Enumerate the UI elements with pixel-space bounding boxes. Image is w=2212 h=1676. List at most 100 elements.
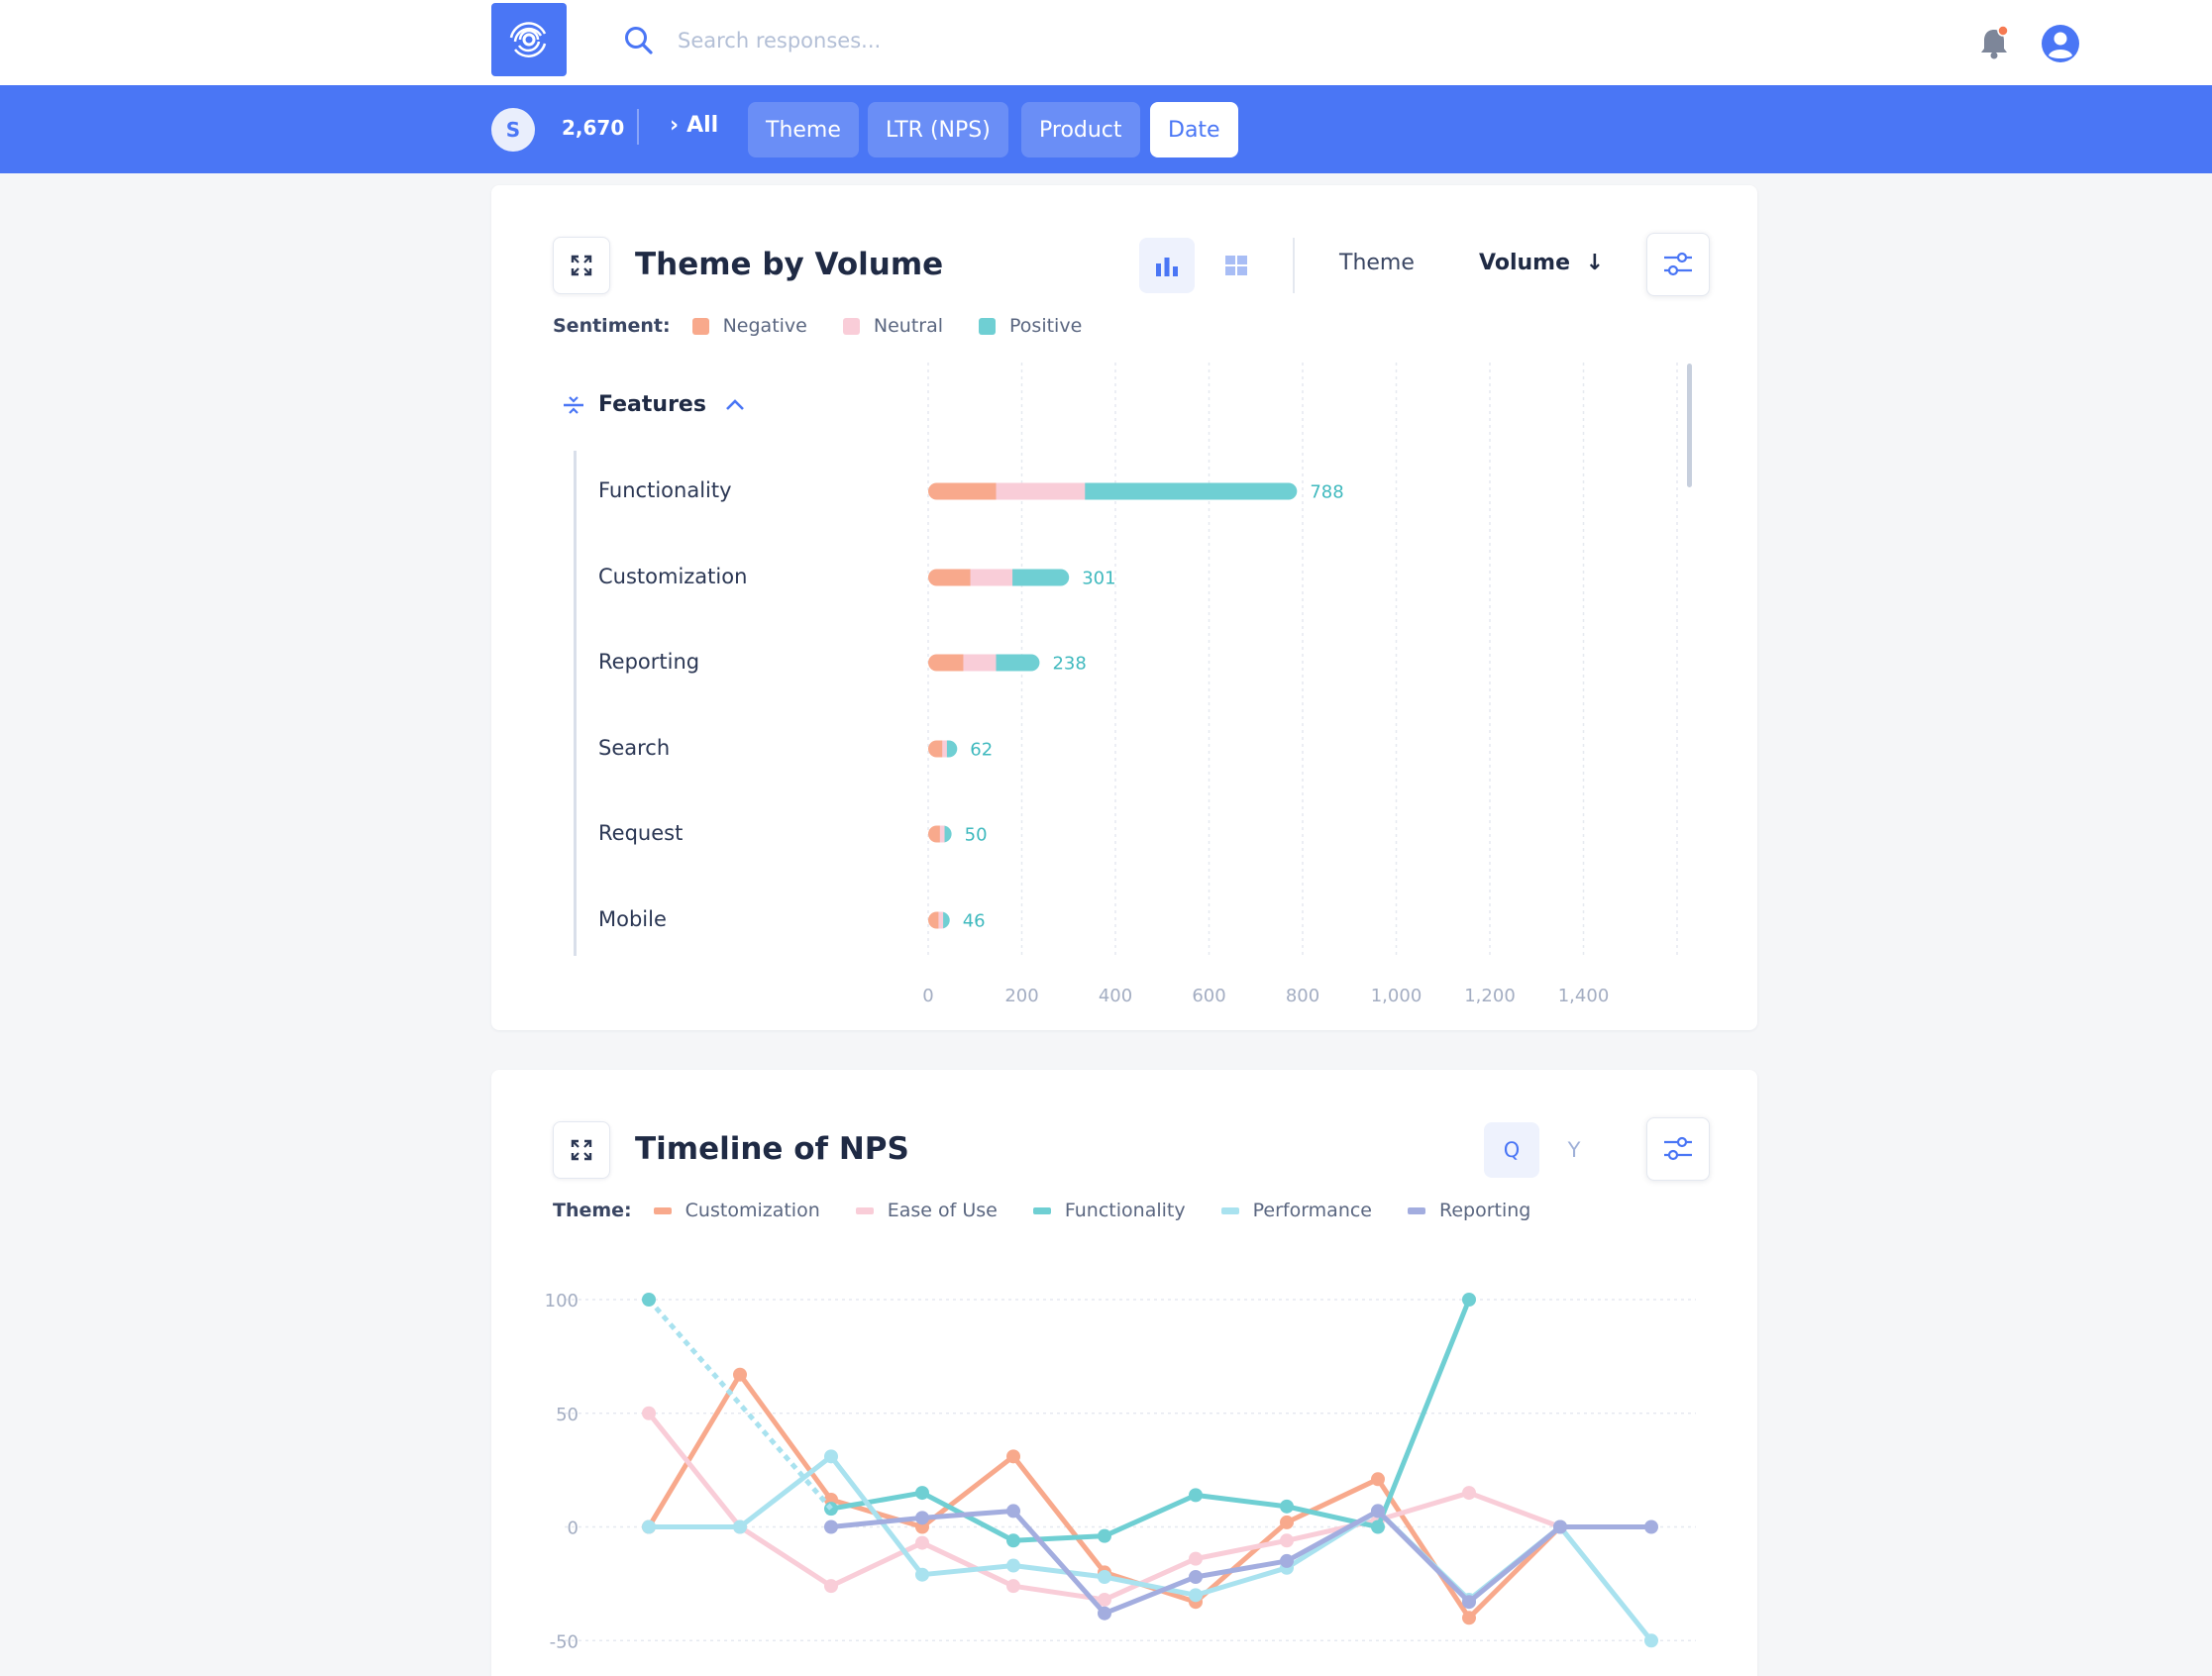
x-tick-label: 0 [922, 986, 933, 1006]
theme-row-label[interactable]: Mobile [598, 907, 667, 931]
bar-value-label: 301 [1082, 569, 1115, 589]
group-header-features[interactable]: Features [563, 392, 746, 417]
filter-chip-product[interactable]: Product [1021, 102, 1140, 157]
legend-ease-of-use[interactable]: Ease of Use [855, 1200, 998, 1221]
data-point [1644, 1519, 1658, 1534]
bar-segment-negative [928, 569, 972, 586]
bell-icon[interactable] [1977, 24, 2011, 61]
x-tick-label: 400 [1099, 986, 1132, 1006]
data-point [1098, 1528, 1111, 1543]
sort-by-theme[interactable]: Theme [1339, 251, 1415, 275]
period-year-button[interactable]: Y [1567, 1138, 1581, 1162]
theme-row-label[interactable]: Reporting [598, 650, 700, 674]
expand-button[interactable] [553, 237, 610, 294]
x-tick-label: 1,400 [1558, 986, 1610, 1006]
stacked-bar [928, 569, 1070, 586]
legend-label: Performance [1252, 1200, 1372, 1221]
theme-row-label[interactable]: Request [598, 821, 684, 845]
legend-line-swatch [1032, 1206, 1051, 1214]
user-icon[interactable] [2041, 24, 2080, 63]
data-point [915, 1511, 929, 1525]
search-icon[interactable] [622, 24, 656, 57]
data-point [915, 1567, 929, 1582]
legend-swatch [691, 317, 709, 335]
theme-row-label[interactable]: Functionality [598, 478, 732, 502]
response-count: 2,670 [562, 116, 625, 140]
theme-legend: Theme: Customization Ease of Use Functio… [553, 1200, 1566, 1221]
dashed-connector [647, 1298, 833, 1511]
legend-customization[interactable]: Customization [653, 1200, 820, 1221]
series-functionality [824, 1293, 1476, 1548]
group-label: Features [598, 392, 706, 417]
filter-chip-ltr-nps[interactable]: LTR (NPS) [868, 102, 1008, 157]
sort-by-volume[interactable]: Volume ↓ [1479, 251, 1604, 275]
data-point [642, 1293, 656, 1307]
chevron-right-icon: › [670, 113, 680, 138]
filter-chip-date[interactable]: Date [1150, 102, 1238, 157]
legend-performance[interactable]: Performance [1220, 1200, 1372, 1221]
bar-segment-positive [946, 740, 958, 758]
legend-positive[interactable]: Positive [979, 315, 1082, 337]
y-tick-label: 0 [568, 1519, 579, 1539]
data-point [1006, 1579, 1020, 1594]
bar-segment-positive [1085, 482, 1298, 500]
data-point [1280, 1499, 1294, 1514]
data-point [1462, 1293, 1476, 1307]
bar-view-button[interactable] [1139, 238, 1195, 293]
bar-segment-neutral [963, 654, 998, 672]
x-tick-label: 1,000 [1371, 986, 1422, 1006]
nps-timeline-card [491, 1070, 1757, 1676]
theme-row-label[interactable]: Search [598, 736, 671, 760]
data-point [1371, 1472, 1385, 1487]
tile-view-button[interactable] [1209, 238, 1264, 293]
legend-negative[interactable]: Negative [691, 315, 807, 337]
nps-settings-button[interactable] [1646, 1117, 1710, 1181]
data-point [1644, 1633, 1658, 1648]
y-tick-label: 100 [545, 1291, 579, 1311]
avatar[interactable]: S [491, 108, 535, 152]
nps-line-chart: 100 50 0 -50 [545, 1291, 1696, 1652]
data-point [824, 1519, 838, 1534]
chart-scrollbar[interactable] [1687, 364, 1692, 487]
x-tick-label: 1,200 [1464, 986, 1516, 1006]
legend-line-swatch [1220, 1206, 1239, 1214]
filter-chip-theme[interactable]: Theme [748, 102, 859, 157]
breadcrumb-all[interactable]: › All [670, 113, 718, 138]
period-quarter-button[interactable]: Q [1484, 1122, 1539, 1178]
stacked-bar [928, 482, 1298, 500]
theme-legend-title: Theme: [553, 1200, 632, 1221]
bar-segment-negative [928, 825, 941, 843]
sliders-icon [1664, 252, 1692, 276]
stacked-bar [928, 911, 950, 929]
volume-settings-button[interactable] [1646, 233, 1710, 296]
logo-rings-icon[interactable] [491, 3, 567, 76]
data-point [642, 1406, 656, 1420]
legend-functionality[interactable]: Functionality [1032, 1200, 1186, 1221]
data-point [1553, 1519, 1567, 1534]
bar-chart-icon [1156, 258, 1178, 276]
legend-line-swatch [855, 1206, 874, 1214]
nps-expand-button[interactable] [553, 1121, 610, 1179]
sliders-icon [1664, 1136, 1692, 1161]
bar-segment-positive [1012, 569, 1070, 586]
theme-row-label[interactable]: Customization [598, 565, 748, 588]
data-point [915, 1486, 929, 1501]
search-input[interactable] [678, 18, 1193, 63]
arrow-down-icon: ↓ [1585, 251, 1605, 275]
bar-segment-neutral [939, 825, 946, 843]
data-point [1006, 1449, 1020, 1464]
data-point [1189, 1551, 1203, 1566]
data-point [824, 1579, 838, 1594]
data-point [1006, 1558, 1020, 1573]
legend-neutral[interactable]: Neutral [842, 315, 943, 337]
y-tick-label: 50 [556, 1405, 579, 1425]
tile-grid-icon [1225, 256, 1247, 275]
legend-label: Positive [1009, 315, 1083, 337]
chevron-up-icon [726, 398, 744, 410]
collapse-group-icon [564, 395, 583, 414]
expand-icon [571, 255, 592, 276]
legend-reporting[interactable]: Reporting [1408, 1200, 1530, 1221]
data-point [915, 1535, 929, 1550]
bar-segment-negative [928, 911, 939, 929]
legend-label: Functionality [1064, 1200, 1186, 1221]
